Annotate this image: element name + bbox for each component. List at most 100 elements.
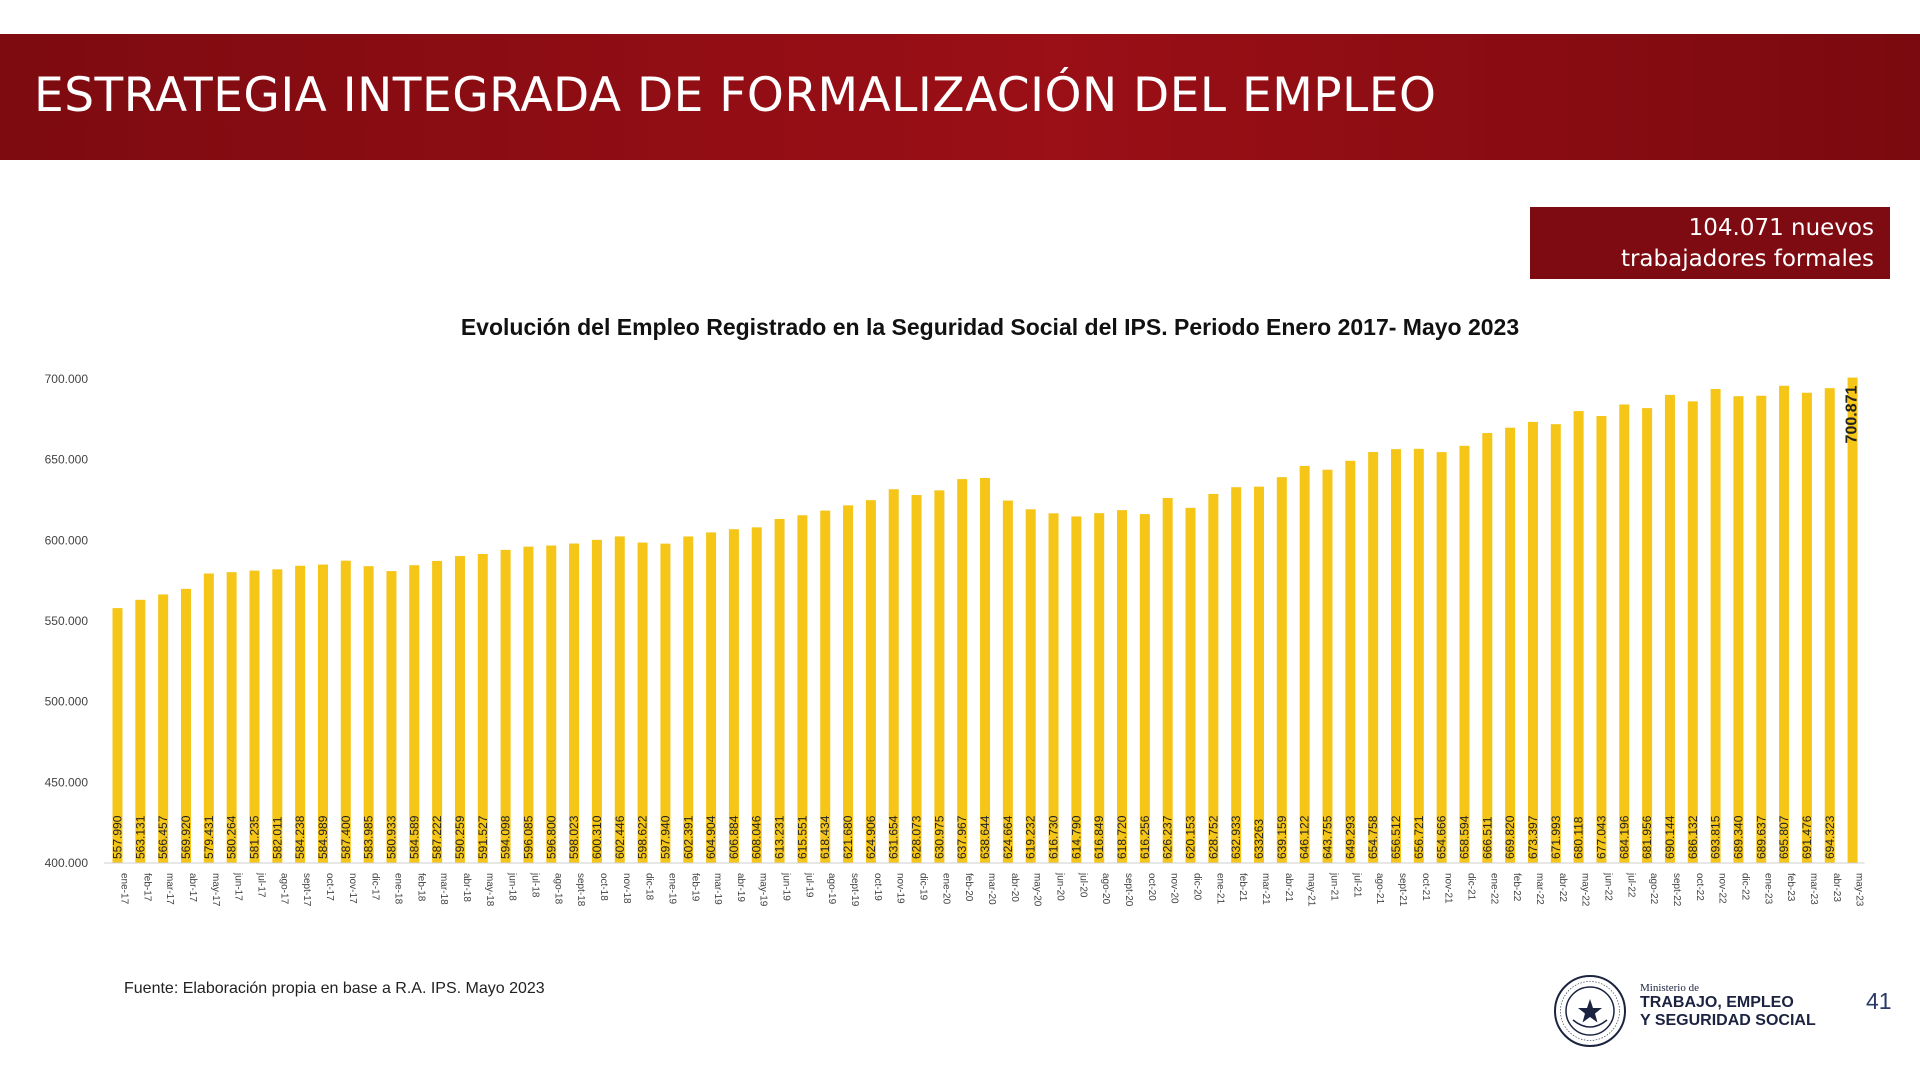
callout-line-1: 104.071 nuevos [1688, 215, 1874, 241]
ministry-logo-text: Ministerio de TRABAJO, EMPLEO Y SEGURIDA… [1640, 982, 1816, 1030]
x-tick-label: sept-21 [1397, 873, 1408, 907]
bar [569, 543, 580, 863]
bar [1505, 427, 1516, 863]
x-tick-label: jun-19 [781, 872, 792, 901]
bar-data-label: 656.721 [1412, 815, 1426, 859]
x-tick-label: oct-20 [1146, 873, 1157, 901]
bar-data-label: 620.153 [1184, 815, 1198, 859]
bar [1139, 514, 1150, 863]
bar-data-label: 584.989 [316, 815, 330, 859]
x-tick-label: ago-22 [1648, 873, 1659, 905]
bar-data-label: 658.594 [1457, 815, 1471, 859]
top-margin [0, 0, 1920, 34]
y-tick-label: 400.000 [45, 856, 89, 870]
bar-data-label: 600.310 [590, 815, 604, 859]
bar [865, 500, 876, 863]
bar [1459, 445, 1470, 863]
bar-data-label: 649.293 [1343, 815, 1357, 859]
bar-data-label: 690.144 [1663, 815, 1677, 859]
y-tick-label: 700.000 [45, 372, 89, 386]
x-tick-label: nov-22 [1717, 873, 1728, 904]
bar-data-label: 596.085 [521, 815, 535, 859]
bar-data-label: 581.235 [247, 815, 261, 859]
bar-data-label: 602.446 [613, 815, 627, 859]
bar [957, 479, 968, 863]
bar-data-label: 624.664 [1001, 815, 1015, 859]
bar [386, 571, 397, 863]
x-tick-label: jun-21 [1328, 872, 1339, 901]
x-tick-label: sept-22 [1671, 873, 1682, 907]
x-tick-label: ene-22 [1488, 873, 1499, 905]
x-tick-label: oct-17 [324, 873, 335, 901]
x-tick-label: sept-20 [1123, 873, 1134, 907]
bar [226, 572, 237, 863]
bar [1276, 477, 1287, 863]
x-tick-label: oct-19 [872, 873, 883, 901]
bar-data-label: 604.904 [704, 815, 718, 859]
x-tick-label: nov-19 [895, 873, 906, 904]
y-tick-label: 600.000 [45, 533, 89, 547]
bar-data-label: 691.476 [1800, 815, 1814, 859]
x-tick-label: nov-21 [1443, 873, 1454, 904]
x-tick-label: mar-23 [1808, 873, 1819, 905]
bar-data-label: 602.391 [681, 815, 695, 859]
x-tick-label: dic-21 [1465, 873, 1476, 901]
x-tick-label: ene-20 [940, 873, 951, 905]
x-tick-label: ene-21 [1214, 873, 1225, 905]
bar-data-label: 587.400 [339, 815, 353, 859]
bar [249, 570, 260, 863]
bar-data-label: 587.222 [430, 815, 444, 859]
x-tick-label: jun-18 [507, 872, 518, 901]
x-tick-label: jul-19 [803, 872, 814, 898]
bar-data-label: 681.956 [1640, 815, 1654, 859]
bar-data-label: 621.680 [841, 815, 855, 859]
x-tick-label: mar-21 [1260, 873, 1271, 905]
bar-data-label: 639.159 [1275, 815, 1289, 859]
bar-data-label: 669.820 [1503, 815, 1517, 859]
ministry-prefix: Ministerio de [1640, 982, 1699, 994]
x-tick-label: ago-21 [1374, 873, 1385, 905]
highlight-callout: 104.071 nuevos trabajadores formales [1530, 207, 1890, 279]
x-tick-label: mar-19 [712, 873, 723, 905]
x-tick-label: jul-17 [255, 872, 266, 898]
x-tick-label: ene-19 [666, 873, 677, 905]
bar [797, 515, 808, 863]
bar-data-label: 624.906 [864, 815, 878, 859]
bar [295, 565, 306, 863]
bar-data-label: 608.046 [750, 815, 764, 859]
bar [1368, 451, 1379, 863]
bar-data-label: 579.431 [202, 815, 216, 859]
bar-data-label: 643.755 [1320, 815, 1334, 859]
x-tick-label: mar-18 [438, 873, 449, 905]
bar [1094, 513, 1105, 863]
bar-data-label: 616.730 [1047, 815, 1061, 859]
bar-data-label: 646.122 [1298, 815, 1312, 859]
bar-data-label: 654.666 [1435, 815, 1449, 859]
x-tick-label: feb-20 [963, 873, 974, 902]
bar [614, 536, 625, 863]
x-tick-label: jun-22 [1602, 872, 1613, 901]
bar [500, 549, 511, 863]
x-tick-label: may-19 [758, 873, 769, 907]
bar-data-label: 566.457 [156, 815, 170, 859]
bar [591, 539, 602, 863]
bar-data-label: 632.933 [1229, 815, 1243, 859]
bar-data-label: 569.920 [179, 815, 193, 859]
ministry-name-line-1: TRABAJO, EMPLEO [1640, 994, 1794, 1011]
bar [477, 554, 488, 863]
bar-data-label: 584.589 [407, 815, 421, 859]
national-seal-icon [1554, 975, 1626, 1047]
bar-data-label: 628.073 [910, 815, 924, 859]
x-tick-label: sept-17 [301, 873, 312, 907]
bar [1596, 416, 1607, 863]
x-tick-label: feb-19 [689, 873, 700, 902]
x-tick-label: may-17 [210, 873, 221, 907]
x-tick-label: may-22 [1580, 873, 1591, 907]
bar [820, 510, 831, 863]
x-tick-label: sept-18 [575, 873, 586, 907]
x-tick-label: abr-22 [1557, 873, 1568, 902]
bar [1117, 510, 1128, 863]
bar [1756, 395, 1767, 863]
bar-data-label: 615.551 [795, 815, 809, 859]
bar-data-label: 671.993 [1549, 815, 1563, 859]
